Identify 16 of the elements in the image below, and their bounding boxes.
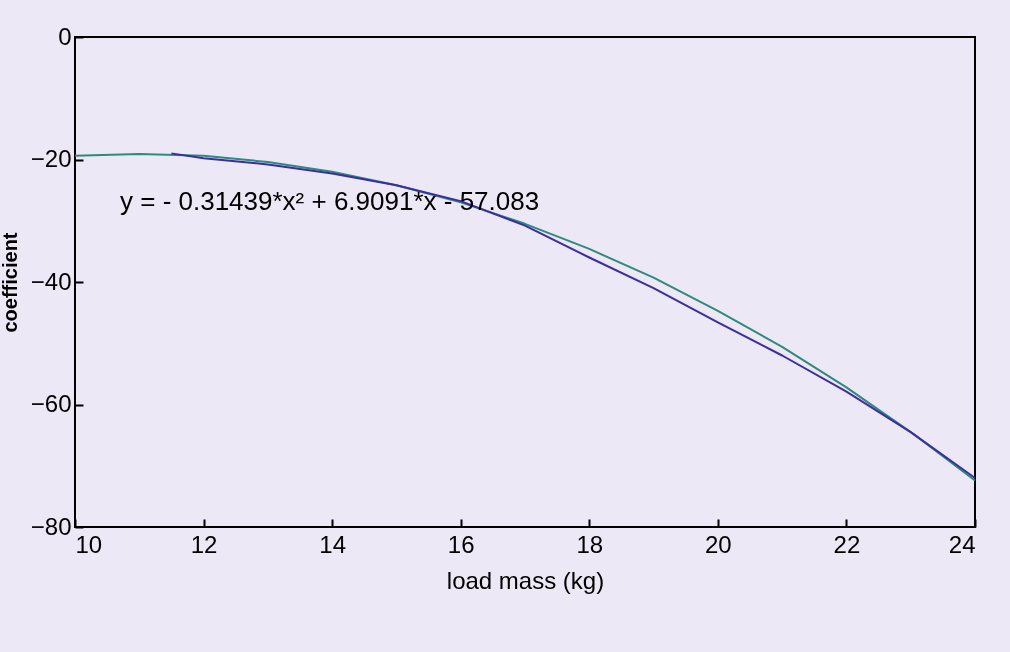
x-tick-label: 24 [948, 530, 976, 558]
annotation: y = - 0.31439*x² + 6.9091*x - 57.083 [120, 186, 540, 216]
x-tick-label: 14 [319, 530, 346, 558]
y-tick-label: 0 [58, 22, 72, 50]
y-axis-title: coefficient [0, 232, 21, 333]
x-axis-title: load mass (kg) [446, 566, 605, 594]
y-tick-label: −80 [30, 512, 72, 540]
x-tick-label: 10 [75, 530, 103, 558]
x-tick-label: 12 [190, 530, 218, 558]
y-tick-label: −40 [30, 267, 72, 295]
x-tick-label: 18 [576, 530, 604, 558]
x-tick-label: 22 [833, 530, 861, 558]
x-tick-label: 20 [705, 530, 732, 558]
y-tick-label: −20 [30, 145, 72, 172]
y-tick-label: −60 [30, 390, 72, 417]
x-tick-label: 16 [447, 530, 475, 558]
